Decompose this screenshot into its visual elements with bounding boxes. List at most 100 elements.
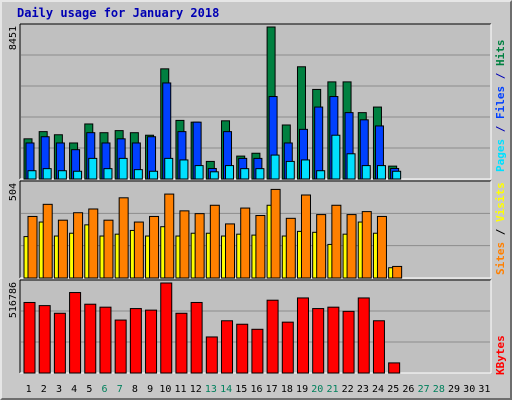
- bar-sites-day-23: [361, 211, 372, 279]
- bar-kbytes-day-20: [312, 308, 325, 374]
- legend-label-part: KBytes: [494, 335, 507, 375]
- bar-files-day-20: [314, 106, 324, 180]
- bar-pages-day-11: [179, 159, 189, 180]
- legend-label-part: /: [494, 119, 507, 139]
- bar-sites-day-12: [194, 213, 205, 279]
- y-max-label-sites-visits: 504: [8, 183, 19, 201]
- bar-kbytes-day-10: [160, 282, 173, 374]
- bar-pages-day-18: [285, 160, 295, 180]
- bar-kbytes-day-7: [114, 319, 127, 374]
- bar-pages-day-13: [209, 171, 219, 180]
- bar-pages-day-24: [376, 165, 386, 180]
- bar-pages-day-15: [240, 168, 250, 180]
- x-tick-label-day-23: 23: [357, 384, 369, 395]
- legend-label-sites-visits: Sites / Visits: [494, 182, 507, 275]
- bar-kbytes-day-6: [99, 306, 112, 374]
- legend-label-part: /: [494, 222, 507, 242]
- bar-sites-day-2: [42, 203, 53, 279]
- bar-sites-day-22: [346, 214, 357, 279]
- x-tick-label-day-7: 7: [117, 384, 123, 395]
- bar-sites-day-7: [118, 197, 129, 279]
- bar-kbytes-day-23: [357, 297, 370, 374]
- bar-kbytes-day-8: [129, 308, 142, 374]
- x-tick-label-day-1: 1: [26, 384, 32, 395]
- bar-sites-day-16: [255, 215, 266, 279]
- bar-sites-day-1: [27, 215, 38, 279]
- bar-pages-day-2: [42, 168, 52, 180]
- bar-kbytes-day-5: [84, 303, 97, 374]
- legend-label-part: Visits: [494, 182, 507, 222]
- bar-pages-day-20: [316, 170, 326, 180]
- x-tick-label-day-11: 11: [175, 384, 187, 395]
- x-tick-label-day-31: 31: [478, 384, 490, 395]
- bar-pages-day-21: [331, 134, 341, 180]
- legend-label-part: Hits: [494, 40, 507, 67]
- bar-kbytes-day-2: [38, 305, 51, 374]
- bar-kbytes-day-1: [23, 301, 36, 374]
- bar-pages-day-1: [27, 170, 37, 180]
- y-max-label-kbytes: 516786: [8, 282, 19, 318]
- bar-pages-day-5: [88, 157, 98, 180]
- bar-sites-day-13: [209, 204, 220, 279]
- legend-label-part: Sites: [494, 242, 507, 275]
- bar-pages-day-19: [300, 159, 310, 180]
- bar-pages-day-6: [103, 168, 113, 180]
- x-tick-label-day-22: 22: [342, 384, 354, 395]
- bar-kbytes-day-15: [236, 323, 249, 374]
- bar-sites-day-24: [376, 215, 387, 279]
- bar-pages-day-3: [57, 170, 67, 180]
- x-tick-label-day-26: 26: [402, 384, 414, 395]
- x-tick-label-day-29: 29: [448, 384, 460, 395]
- bar-sites-day-10: [164, 193, 175, 279]
- bar-kbytes-day-16: [251, 328, 264, 374]
- bar-pages-day-9: [149, 170, 159, 180]
- bar-kbytes-day-24: [372, 320, 385, 374]
- chart-title: Daily usage for January 2018: [17, 6, 220, 20]
- bar-kbytes-day-12: [190, 301, 203, 374]
- bar-pages-day-25: [392, 170, 402, 180]
- x-tick-label-day-8: 8: [132, 384, 138, 395]
- x-tick-label-day-9: 9: [147, 384, 153, 395]
- legend-label-kbytes: KBytes: [494, 335, 507, 375]
- bar-pages-day-23: [361, 165, 371, 180]
- bar-sites-day-9: [149, 215, 160, 279]
- bar-sites-day-11: [179, 210, 190, 279]
- x-tick-label-day-2: 2: [41, 384, 47, 395]
- bar-kbytes-day-18: [281, 321, 294, 374]
- bar-sites-day-17: [270, 188, 281, 279]
- bar-kbytes-day-4: [69, 292, 82, 374]
- bar-pages-day-4: [73, 170, 83, 180]
- x-tick-label-day-3: 3: [56, 384, 62, 395]
- legend-label-hits-files-pages: Pages / Files / Hits: [494, 40, 507, 173]
- bar-pages-day-10: [164, 157, 174, 180]
- x-tick-label-day-16: 16: [250, 384, 262, 395]
- x-tick-label-day-18: 18: [281, 384, 293, 395]
- x-tick-label-day-14: 14: [220, 384, 232, 395]
- x-tick-label-day-19: 19: [296, 384, 308, 395]
- bar-sites-day-21: [331, 204, 342, 279]
- x-tick-label-day-27: 27: [418, 384, 430, 395]
- bar-pages-day-16: [255, 168, 265, 180]
- bar-pages-day-17: [270, 154, 280, 180]
- bar-kbytes-day-17: [266, 299, 279, 374]
- bar-kbytes-day-22: [342, 310, 355, 374]
- bar-kbytes-day-11: [175, 312, 188, 374]
- x-tick-label-day-21: 21: [326, 384, 338, 395]
- bar-sites-day-18: [285, 217, 296, 279]
- x-tick-label-day-6: 6: [102, 384, 108, 395]
- x-tick-label-day-17: 17: [266, 384, 278, 395]
- bar-sites-day-20: [316, 214, 327, 279]
- bar-pages-day-22: [346, 153, 356, 180]
- x-tick-label-day-20: 20: [311, 384, 323, 395]
- x-tick-label-day-24: 24: [372, 384, 384, 395]
- x-tick-label-day-30: 30: [463, 384, 475, 395]
- x-tick-label-day-28: 28: [433, 384, 445, 395]
- bar-pages-day-8: [133, 169, 143, 180]
- bar-sites-day-15: [240, 207, 251, 279]
- bar-pages-day-14: [225, 165, 235, 180]
- x-tick-label-day-15: 15: [235, 384, 247, 395]
- legend-label-part: /: [494, 66, 507, 86]
- y-max-label-hits-files-pages: 8451: [8, 26, 19, 50]
- bar-sites-day-14: [225, 223, 236, 279]
